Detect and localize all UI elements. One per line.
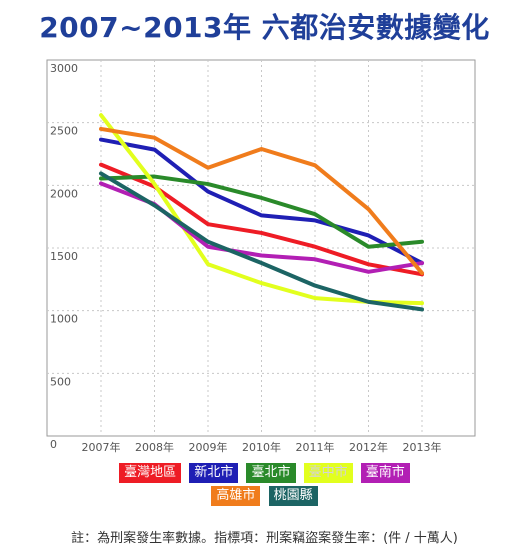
series-line	[99, 174, 424, 249]
series-line	[99, 126, 424, 276]
y-tick-label: 1500	[50, 250, 78, 263]
chart-title: 2007~2013年 六都治安數據變化	[39, 11, 490, 44]
legend-item-taichung: 臺中市	[303, 463, 353, 483]
x-tick-label: 2012年	[349, 440, 388, 454]
legend-item-taoyuan: 桃園縣	[268, 486, 318, 506]
y-tick-label: 1000	[50, 313, 78, 326]
legend-row-1: 臺灣地區 新北市 臺北市 臺中市 臺南市	[0, 463, 529, 483]
y-tick-label: 3000	[50, 62, 78, 75]
series-line	[99, 171, 424, 312]
x-tick-label: 2009年	[189, 440, 228, 454]
x-tick-label: 2010年	[242, 440, 281, 454]
x-tick-label: 2007年	[82, 440, 121, 454]
x-tick-label: 2013年	[403, 440, 442, 454]
x-tick-label: 2011年	[296, 440, 335, 454]
legend-item-kaohsiung: 高雄市	[211, 486, 261, 506]
series-line	[99, 137, 424, 266]
series-line	[99, 113, 424, 306]
y-tick-label: 0	[50, 438, 57, 451]
y-tick-label: 2500	[50, 125, 78, 138]
y-tick-label: 500	[50, 375, 71, 388]
legend-item-new-taipei: 新北市	[189, 463, 239, 483]
legend-item-tainan: 臺南市	[360, 463, 410, 483]
footnote: 註：為刑案發生率數據。指標項：刑案竊盜案發生率：(件 / 十萬人)	[71, 531, 458, 546]
legend-item-taiwan: 臺灣地區	[119, 463, 182, 483]
legend-item-taipei: 臺北市	[246, 463, 296, 483]
legend-row-2: 高雄市 桃園縣	[0, 486, 529, 506]
y-tick-label: 2000	[50, 187, 78, 200]
x-tick-label: 2008年	[135, 440, 174, 454]
